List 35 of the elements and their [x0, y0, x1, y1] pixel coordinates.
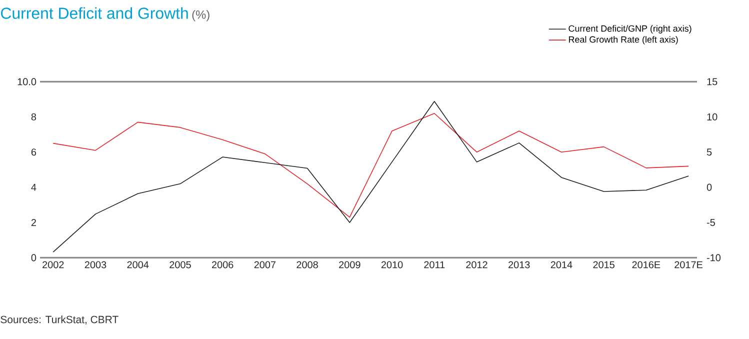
- chart-subtitle: (%): [192, 10, 210, 22]
- x-tick-label: 2013: [508, 261, 530, 268]
- y2-tick-label: -5: [706, 219, 715, 226]
- x-tick-label: 2011: [424, 261, 445, 268]
- x-tick-label: 2009: [339, 261, 360, 268]
- x-tick-label: 2005: [170, 261, 191, 268]
- y-tick-label: 2: [31, 219, 36, 226]
- y2-tick-label: -10: [706, 254, 721, 262]
- source-note: Sources: TurkStat, CBRT: [0, 316, 118, 324]
- x-tick-label: 2008: [296, 261, 318, 268]
- y2-tick-label: 10: [707, 113, 718, 120]
- x-tick-label: 2015: [593, 261, 614, 268]
- y2-tick-label: 5: [706, 148, 712, 156]
- y-tick-label: 10.0: [18, 78, 36, 86]
- x-tick-label: 2016E: [632, 261, 660, 268]
- line-series: [52, 112, 689, 218]
- x-tick-label: 2006: [212, 261, 234, 268]
- legend-label: Current Deficit/GNP (right axis): [568, 25, 692, 34]
- x-tick-label: 2014: [550, 261, 572, 268]
- y-tick-label: 6: [31, 148, 36, 156]
- y-tick-label: 0: [31, 254, 36, 262]
- y-tick-label: 8: [31, 113, 36, 120]
- x-tick-label: 2004: [127, 261, 149, 268]
- line-series: [52, 101, 689, 252]
- x-tick-label: 2002: [42, 261, 64, 268]
- x-tick-label: 2017E: [674, 261, 703, 268]
- x-tick-label: 2007: [254, 261, 276, 268]
- legend-label: Real Growth Rate (left axis): [568, 36, 678, 44]
- x-tick-label: 2003: [84, 261, 106, 268]
- x-tick-label: 2010: [381, 261, 403, 268]
- y2-tick-label: 0: [706, 184, 712, 191]
- y2-tick-label: 15: [707, 78, 718, 86]
- y-tick-label: 4: [31, 184, 36, 191]
- chart-title: Current Deficit and Growth: [1, 7, 188, 19]
- x-tick-label: 2012: [466, 261, 488, 268]
